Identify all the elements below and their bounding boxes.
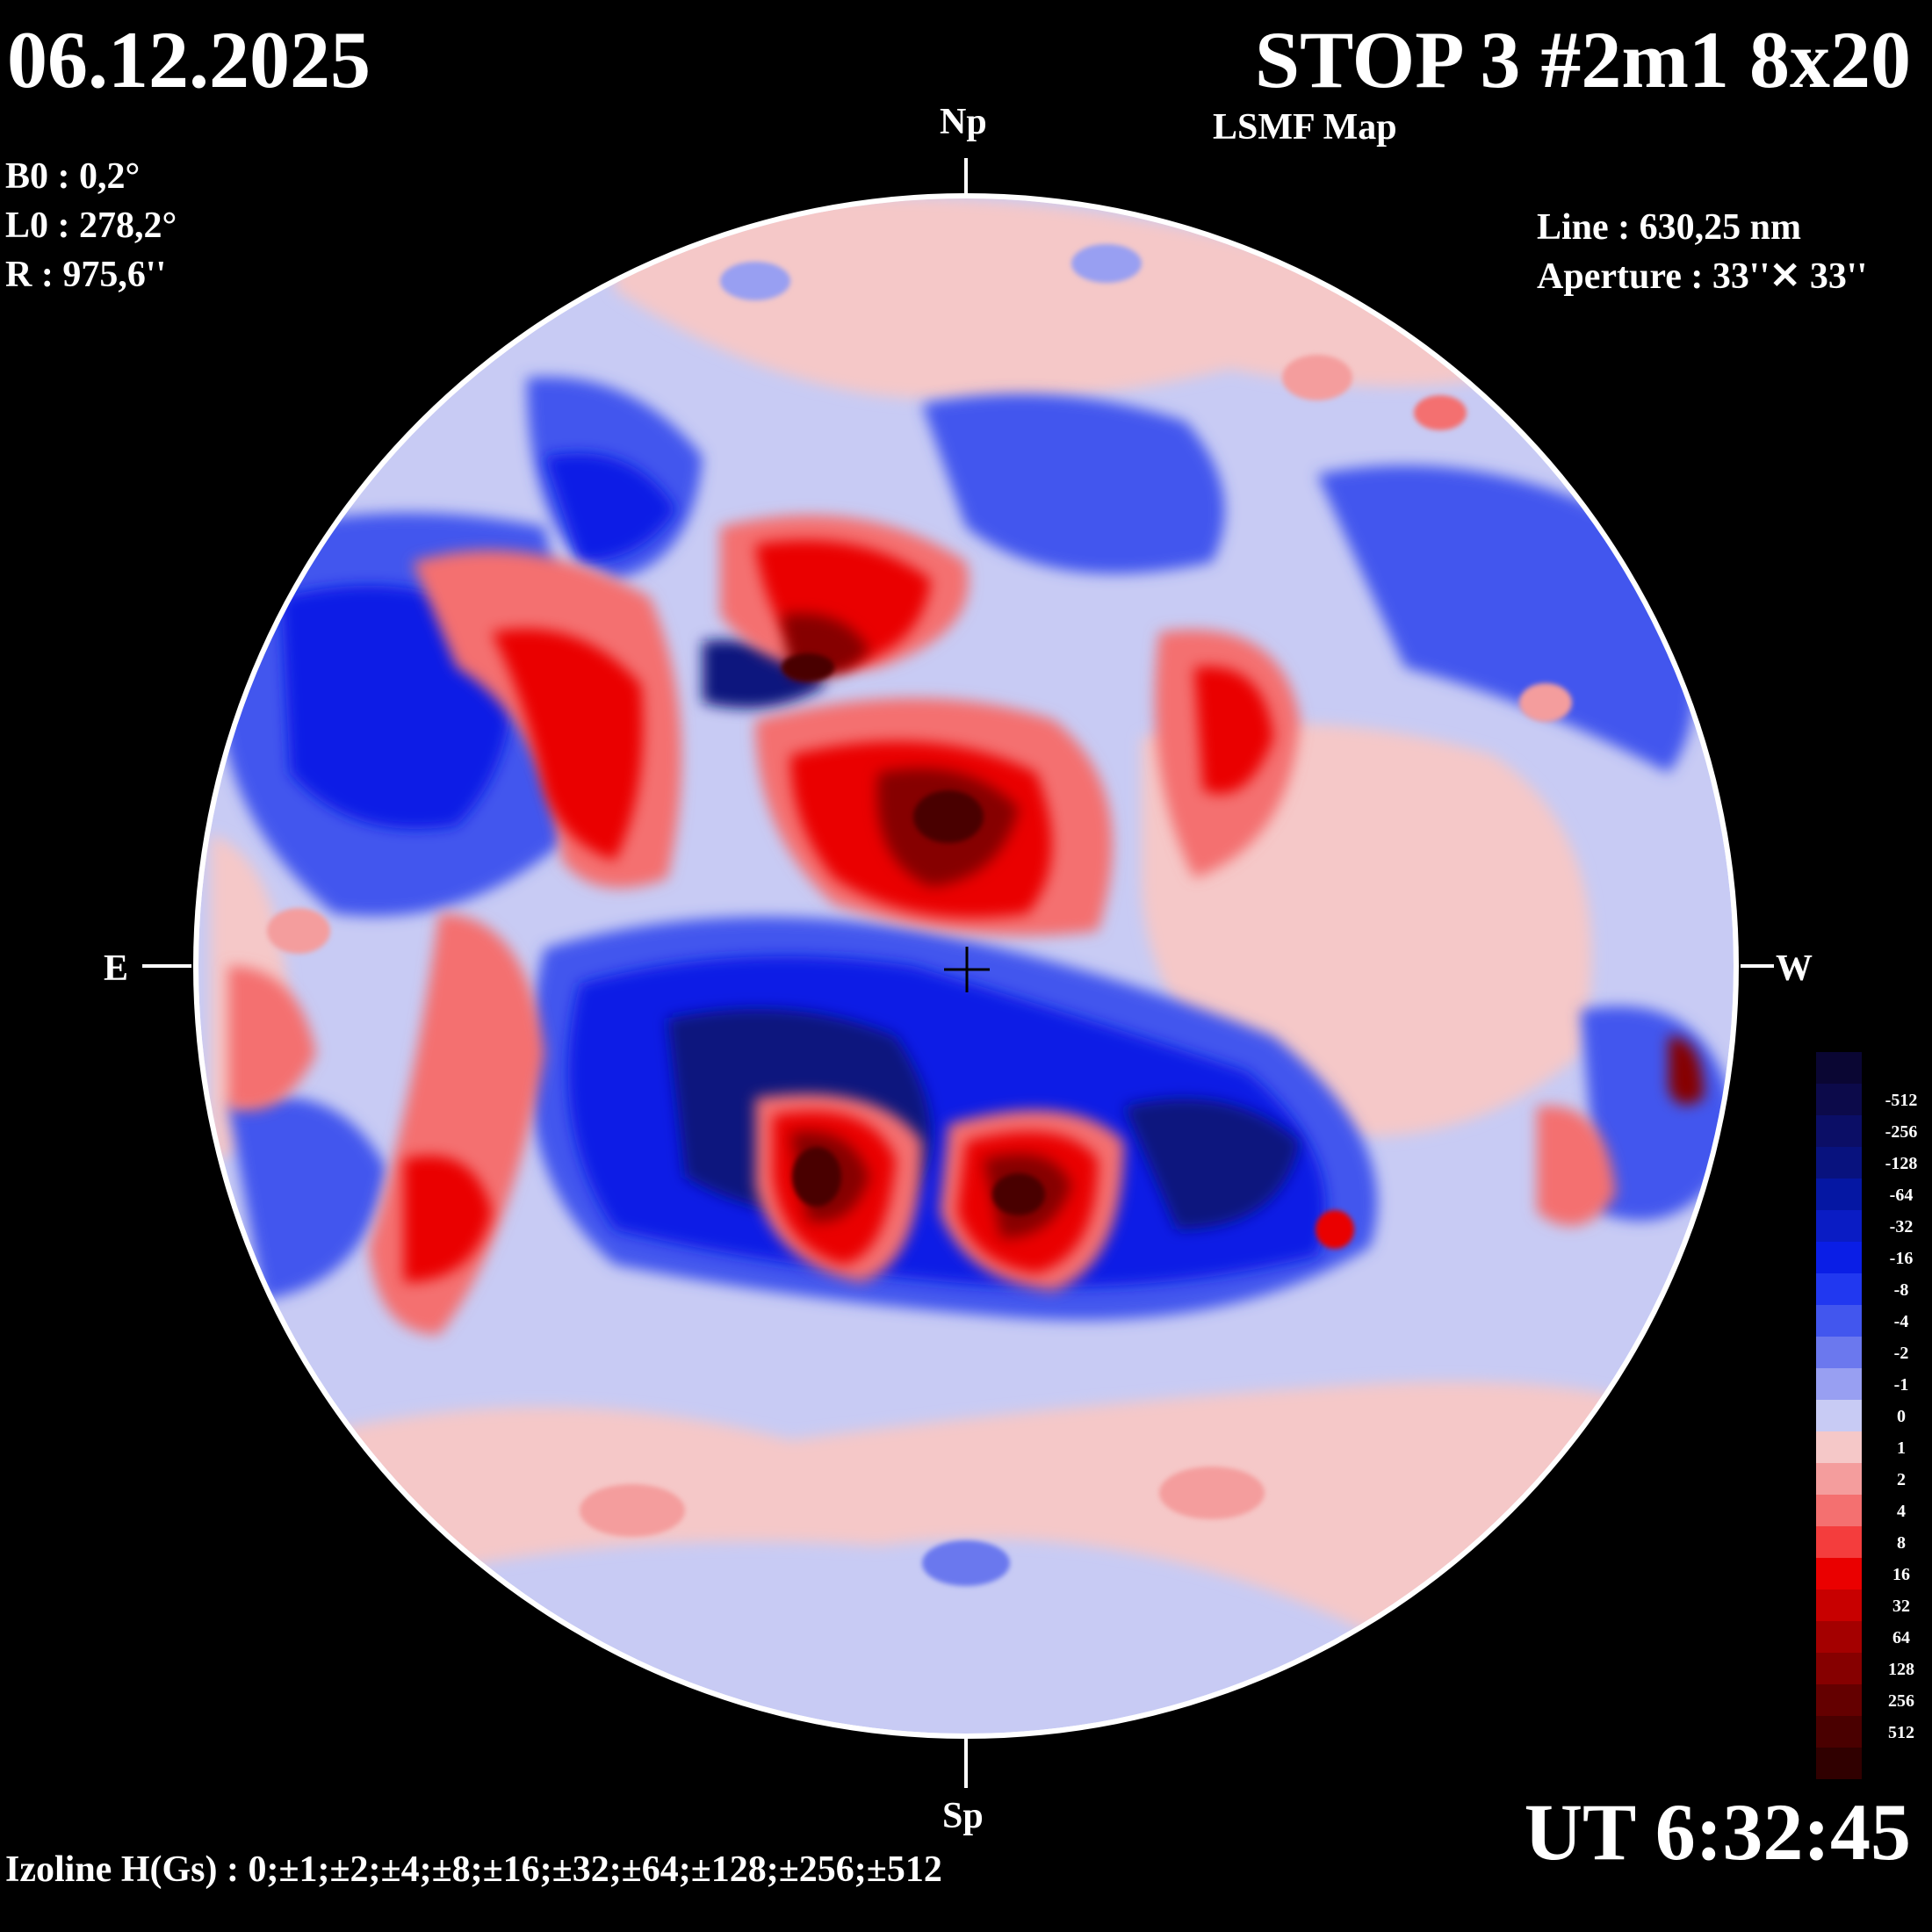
legend-swatch: -2 [1816, 1337, 1908, 1368]
aperture-size: Aperture : 33''✕ 33'' [1537, 256, 1868, 297]
north-pole-label: Np [940, 102, 987, 142]
legend-swatch: 4 [1816, 1495, 1906, 1526]
legend-label: -64 [1889, 1186, 1914, 1205]
observation-date: 06.12.2025 [7, 15, 371, 105]
legend-swatch: 64 [1816, 1621, 1910, 1653]
legend-swatch: -4 [1816, 1305, 1908, 1337]
legend-swatch [1816, 1052, 1862, 1084]
legend-swatch: -16 [1816, 1242, 1913, 1273]
legend-label: -256 [1885, 1122, 1918, 1142]
legend-label: 16 [1892, 1565, 1910, 1584]
legend-swatch: 2 [1816, 1463, 1906, 1495]
legend-swatch: 32 [1816, 1590, 1910, 1621]
magnetic-field-map [198, 198, 1734, 1734]
legend-label: 1 [1897, 1438, 1906, 1458]
legend-label: 512 [1888, 1723, 1914, 1742]
legend-label: 32 [1892, 1597, 1910, 1616]
south-pole-label: Sp [942, 1796, 984, 1836]
legend-label: 256 [1888, 1691, 1914, 1711]
legend-label: 0 [1897, 1407, 1906, 1426]
color-scale-legend: -512 -256 -128 -64 -32 -16 -8 -4 -2 -1 0 1 2 4 8 16 32 64… [1816, 1052, 1917, 1779]
universal-time: UT 6:32:45 [1524, 1787, 1911, 1877]
legend-label: 2 [1897, 1470, 1906, 1489]
legend-swatch: 16 [1816, 1558, 1910, 1590]
legend-swatch: 1 [1816, 1431, 1906, 1463]
legend-label: -128 [1885, 1154, 1918, 1173]
legend-label: -32 [1889, 1217, 1914, 1236]
legend-swatch: -256 [1816, 1115, 1917, 1147]
legend-swatch: -1 [1816, 1368, 1908, 1400]
legend-label: 64 [1892, 1628, 1910, 1647]
legend-swatch: -512 [1816, 1084, 1917, 1115]
legend-label: 8 [1897, 1533, 1906, 1553]
legend-swatch: 0 [1816, 1400, 1906, 1431]
map-title: STOP 3 #2m1 8x20 [1254, 15, 1911, 105]
east-label: E [104, 948, 129, 989]
param-l0: L0 : 278,2° [5, 205, 177, 246]
legend-swatch: 256 [1816, 1684, 1914, 1716]
legend-label: 4 [1897, 1502, 1906, 1521]
west-label: W [1776, 948, 1813, 989]
legend-swatch: -32 [1816, 1210, 1913, 1242]
map-subtitle: LSMF Map [1213, 107, 1397, 148]
legend-label: -1 [1893, 1375, 1909, 1395]
legend-swatch: -8 [1816, 1273, 1908, 1305]
legend-swatch: -128 [1816, 1147, 1917, 1179]
legend-swatch [1816, 1748, 1862, 1779]
legend-label: -16 [1889, 1249, 1914, 1268]
izoline-levels: Izoline H(Gs) : 0;±1;±2;±4;±8;±16;±32;±6… [5, 1849, 942, 1890]
legend-swatch: 128 [1816, 1653, 1914, 1684]
param-radius: R : 975,6'' [5, 255, 167, 295]
legend-swatch: 8 [1816, 1526, 1906, 1558]
legend-swatch: -64 [1816, 1179, 1913, 1210]
line-wavelength: Line : 630,25 nm [1537, 207, 1802, 248]
legend-swatch: 512 [1816, 1716, 1914, 1748]
legend-label: -4 [1893, 1312, 1909, 1331]
legend-label: 128 [1888, 1660, 1914, 1679]
legend-label: -2 [1893, 1344, 1909, 1363]
legend-label: -8 [1893, 1280, 1909, 1300]
legend-label: -512 [1885, 1091, 1918, 1110]
param-b0: B0 : 0,2° [5, 156, 141, 197]
